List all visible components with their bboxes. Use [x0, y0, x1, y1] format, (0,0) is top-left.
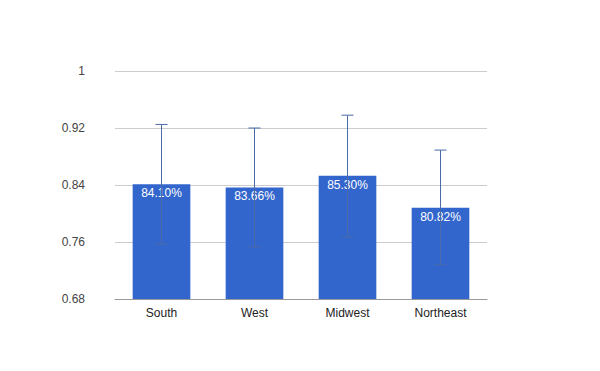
svg-text:Northeast: Northeast: [414, 306, 467, 320]
svg-text:85.30%: 85.30%: [327, 177, 368, 192]
svg-text:84.10%: 84.10%: [141, 186, 182, 201]
svg-text:0.92: 0.92: [62, 121, 86, 135]
svg-text:Midwest: Midwest: [325, 306, 370, 320]
svg-text:0.84: 0.84: [62, 178, 86, 192]
svg-text:83.66%: 83.66%: [234, 189, 275, 204]
svg-text:80.82%: 80.82%: [420, 209, 461, 224]
svg-text:South: South: [146, 306, 177, 320]
svg-text:0.76: 0.76: [62, 235, 86, 249]
svg-text:1: 1: [78, 64, 85, 78]
svg-text:West: West: [241, 306, 269, 320]
svg-text:0.68: 0.68: [62, 292, 86, 306]
